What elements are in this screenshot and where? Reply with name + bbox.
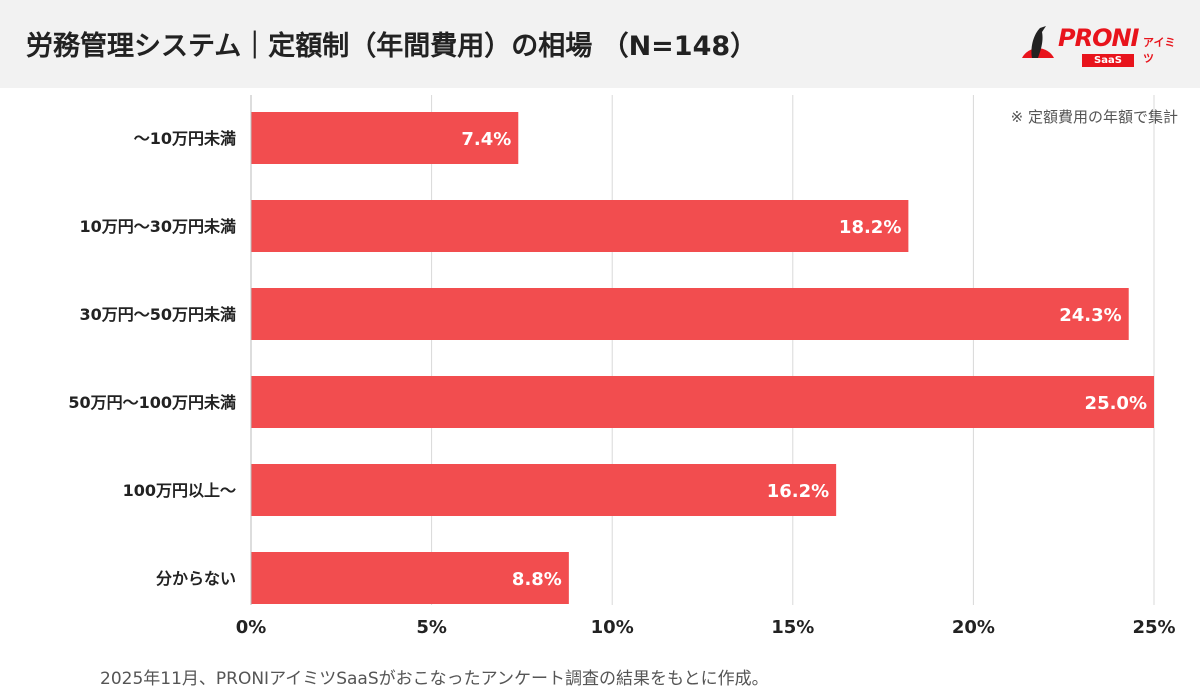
brand-logo: PRONI アイミツ SaaS [1018,20,1178,70]
x-tick-label: 0% [236,617,267,638]
category-label: 50万円〜100万円未満 [68,393,236,412]
bar [251,464,837,516]
header: 労務管理システム｜定額制（年間費用）の相場 （N=148） PRONI アイミツ… [0,0,1200,88]
source-footnote: 2025年11月、PRONIアイミツSaaSがおこなったアンケート調査の結果をも… [100,669,769,689]
chart-note: ※ 定額費用の年額で集計 [1010,108,1178,126]
data-label: 25.0% [1085,393,1147,414]
data-label: 8.8% [512,569,562,590]
data-label: 18.2% [839,217,901,238]
bar [251,200,909,252]
bar [251,288,1129,340]
category-label: 30万円〜50万円未満 [79,305,236,324]
x-tick-label: 25% [1132,617,1175,638]
data-label: 16.2% [767,481,829,502]
category-label: 100万円以上〜 [123,481,236,500]
x-tick-label: 20% [952,617,995,638]
penguin-logo-icon [1022,26,1054,58]
x-tick-label: 15% [771,617,814,638]
bar [251,376,1154,428]
category-label: 10万円〜30万円未満 [79,217,236,236]
x-tick-label: 5% [416,617,447,638]
data-label: 24.3% [1059,305,1121,326]
x-tick-label: 10% [591,617,634,638]
category-label: 分からない [156,569,236,588]
bar [251,112,519,164]
category-label: 〜10万円未満 [134,129,236,148]
bar [251,552,569,604]
page-title: 労務管理システム｜定額制（年間費用）の相場 （N=148） [26,31,758,62]
data-label: 7.4% [461,129,511,150]
